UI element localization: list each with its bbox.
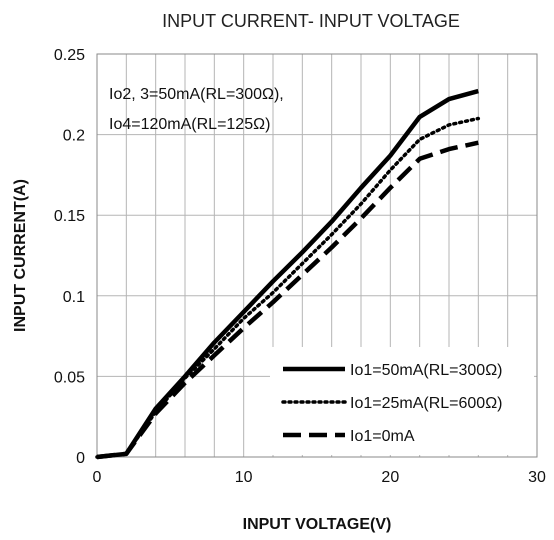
y-tick-label: 0.25 xyxy=(54,47,85,64)
x-tick-label: 0 xyxy=(93,469,102,486)
annotation: Io2, 3=50mA(RL=300Ω), Io4=120mA(RL=125Ω) xyxy=(109,86,284,133)
x-tick-label: 20 xyxy=(381,469,399,486)
y-tick-label: 0.05 xyxy=(54,369,85,386)
tick-labels: 0 10 20 30 0 0.05 0.1 0.15 0.2 0.25 xyxy=(54,47,546,486)
annotation-line: Io4=120mA(RL=125Ω) xyxy=(109,116,270,133)
x-axis-label: INPUT VOLTAGE(V) xyxy=(243,516,392,533)
y-tick-label: 0 xyxy=(76,450,85,467)
series-group xyxy=(95,88,481,460)
legend-label: Io1=50mA(RL=300Ω) xyxy=(350,362,503,379)
series-line-3 xyxy=(96,140,479,460)
chart-title: INPUT CURRENT- INPUT VOLTAGE xyxy=(162,11,460,31)
plot-frame xyxy=(96,53,538,458)
annotation-line: Io2, 3=50mA(RL=300Ω), xyxy=(109,86,284,103)
y-axis-label: INPUT CURRENT(A) xyxy=(12,179,29,332)
y-tick-label: 0.15 xyxy=(54,208,85,225)
legend-label: Io1=25mA(RL=600Ω) xyxy=(350,395,503,412)
x-tick-label: 30 xyxy=(528,469,546,486)
series-line-2 xyxy=(95,116,481,459)
x-tick-label: 10 xyxy=(235,469,253,486)
y-tick-label: 0.2 xyxy=(63,128,85,145)
y-tick-label: 0.1 xyxy=(63,289,85,306)
legend: Io1=50mA(RL=300Ω) Io1=25mA(RL=600Ω) Io1=0m… xyxy=(270,347,534,455)
series-line-1 xyxy=(96,88,479,460)
legend-label: Io1=0mA xyxy=(350,428,415,445)
